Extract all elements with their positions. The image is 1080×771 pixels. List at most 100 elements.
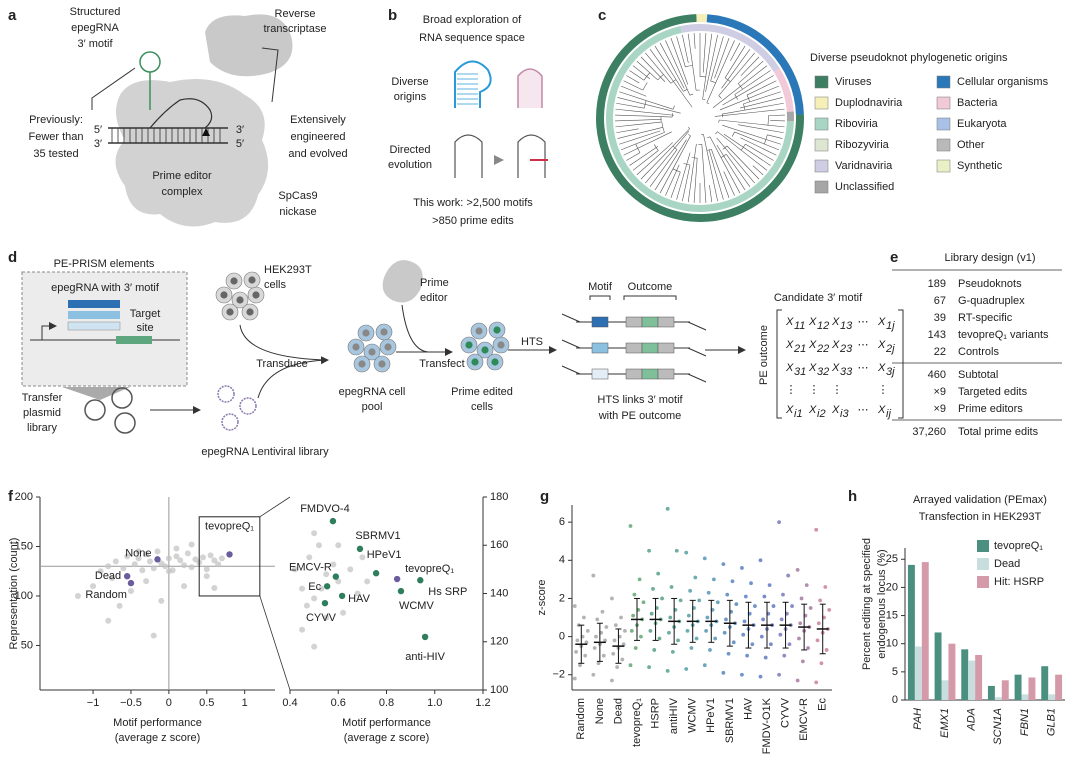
- point: [211, 585, 218, 592]
- bar: [987, 685, 995, 700]
- tree-branch: [683, 89, 688, 92]
- point: [623, 628, 627, 633]
- strand-end: 3′: [94, 138, 102, 150]
- point: [591, 573, 596, 578]
- tree-branch: [616, 128, 639, 134]
- tree-branch: [621, 132, 665, 151]
- tree-branch: [702, 33, 707, 73]
- point: [620, 657, 625, 662]
- tree-branch: [621, 85, 647, 97]
- read-outcome: [641, 368, 659, 380]
- point: [612, 638, 617, 643]
- tree-branch: [716, 137, 755, 184]
- bar: [1001, 680, 1009, 700]
- tree-branch: [617, 126, 663, 139]
- x-tick-label: Dead: [612, 698, 624, 724]
- callout: [261, 47, 279, 103]
- matrix-dots: ⋯: [858, 339, 869, 351]
- tree-branch: [702, 33, 713, 100]
- point: [146, 558, 153, 565]
- point: [787, 642, 792, 647]
- point: [581, 615, 586, 620]
- highlight-point: [397, 587, 405, 595]
- tree-branch: [632, 150, 659, 171]
- point: [676, 638, 680, 643]
- x-tick-label: Random: [575, 698, 587, 740]
- bar: [1014, 674, 1022, 700]
- bar: [1055, 674, 1063, 700]
- tree-branch: [676, 152, 691, 200]
- point: [660, 596, 664, 601]
- point: [199, 554, 206, 561]
- point: [354, 590, 361, 597]
- matrix-subscript: i2: [817, 408, 826, 420]
- x-tick-label: HAV: [742, 697, 754, 719]
- legend-title: Diverse pseudoknot phylogenetic origins: [810, 52, 1008, 64]
- point: [647, 548, 651, 553]
- x-tick-label: HSRP: [649, 698, 661, 729]
- point: [741, 632, 746, 637]
- highlight-label: HPeV1: [367, 549, 402, 561]
- virus: [239, 397, 257, 415]
- tree-branch: [629, 70, 645, 81]
- point: [112, 558, 119, 565]
- point: [143, 551, 150, 558]
- point: [678, 598, 683, 603]
- edited-label: cells: [471, 401, 494, 413]
- y-tick-label: 4: [559, 554, 565, 566]
- candidate-label: Candidate 3′ motif: [774, 292, 863, 304]
- point: [725, 592, 730, 597]
- highlight-point: [323, 583, 331, 590]
- x-tick-label: 0.8: [379, 697, 394, 709]
- tree-branch: [702, 98, 706, 101]
- highlight-point: [356, 545, 364, 553]
- table-number: 22: [934, 346, 946, 358]
- read-outcome: [625, 316, 643, 328]
- point: [120, 565, 127, 572]
- legend-label: Dead: [994, 558, 1020, 570]
- tree-branch: [752, 165, 764, 176]
- x-tick-label: EMX1: [939, 708, 951, 738]
- point: [323, 614, 330, 621]
- tree-branch: [615, 114, 673, 118]
- links-label: HTS links 3′ motif: [597, 394, 683, 406]
- cells-label: HEK293T: [264, 264, 312, 276]
- y-axis-label: endogenous locus (%): [876, 549, 888, 658]
- tree-branch: [710, 36, 724, 81]
- table-label: Controls: [958, 346, 999, 358]
- point: [330, 561, 337, 568]
- chart-title: Transfection in HEK293T: [919, 511, 1042, 523]
- highlight-point: [338, 592, 346, 600]
- bar: [907, 564, 915, 700]
- point: [779, 617, 784, 622]
- x-tick-label: 1.2: [475, 697, 490, 709]
- matrix-bracket: [776, 309, 782, 419]
- summary-label: >850 prime edits: [432, 215, 514, 227]
- rt-label: transcriptase: [264, 23, 327, 35]
- matrix-dots: ⋮: [832, 384, 843, 396]
- cell-nucleus: [230, 277, 238, 285]
- bar: [1028, 677, 1036, 700]
- table-label: tevopreQ₁ variants: [958, 329, 1049, 341]
- y-tick-label: 6: [559, 516, 565, 528]
- matrix-subscript: 2j: [885, 343, 895, 355]
- point: [721, 670, 726, 675]
- cell-nucleus: [246, 308, 254, 316]
- y-tick-label: 120: [490, 636, 508, 648]
- tree-branch: [730, 42, 741, 61]
- point: [578, 663, 582, 668]
- motif-header: Motif: [588, 281, 613, 293]
- point: [188, 541, 195, 548]
- table-label: Prime editors: [958, 403, 1023, 415]
- tree-branch: [623, 131, 672, 156]
- point: [651, 587, 655, 591]
- point: [749, 581, 753, 586]
- bar: [1021, 694, 1029, 700]
- highlight-point: [154, 556, 161, 563]
- tree-branch: [662, 127, 665, 133]
- point: [823, 585, 828, 589]
- table-label: Subtotal: [958, 369, 998, 381]
- tree-branch: [632, 65, 651, 80]
- table-number: 67: [934, 295, 946, 307]
- x-tick-label: Ec: [817, 698, 829, 711]
